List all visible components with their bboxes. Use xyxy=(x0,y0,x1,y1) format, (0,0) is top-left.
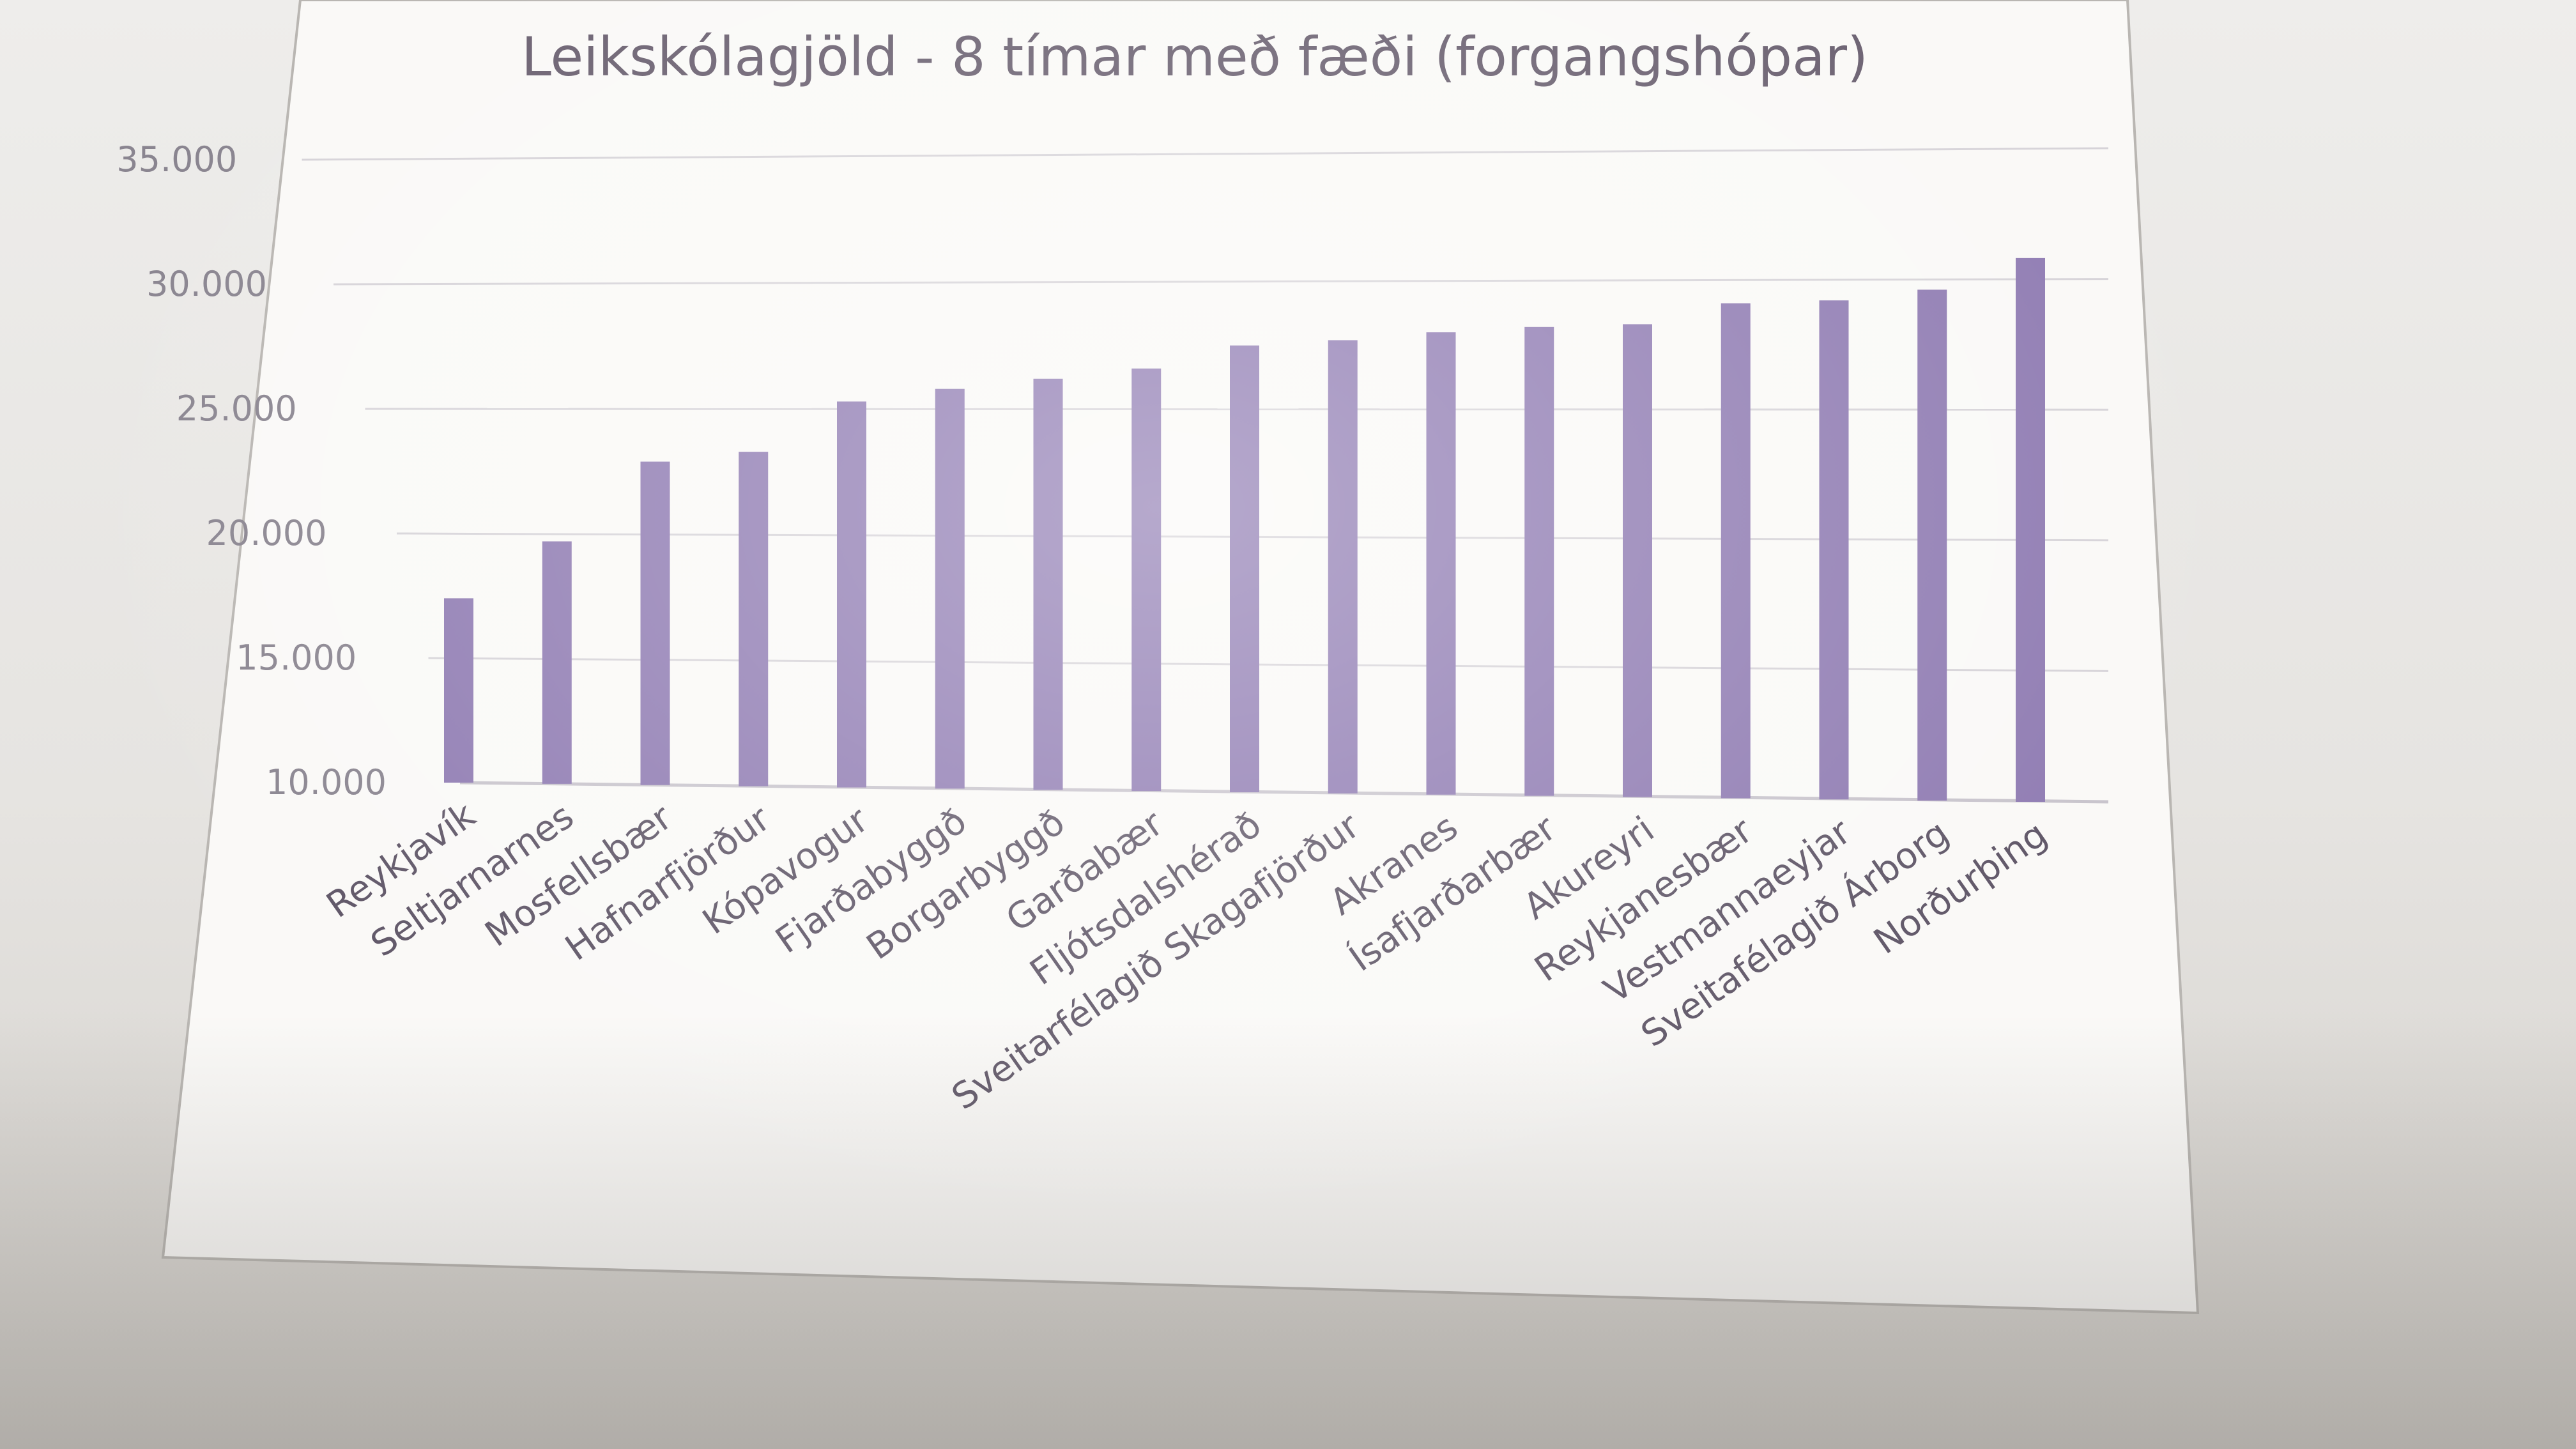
paper-sheet xyxy=(161,0,2200,1315)
bar xyxy=(1721,303,1751,799)
bar xyxy=(1033,378,1063,790)
chart-title: Leikskólagjöld - 8 tímar með fæði (forga… xyxy=(521,26,1868,88)
y-tick-label: 20.000 xyxy=(206,513,327,553)
gridline xyxy=(333,278,2109,286)
bar xyxy=(444,598,473,783)
y-tick-labels: 10.000 15.000 20.000 25.000 30.000 35.000 xyxy=(116,139,387,802)
bar xyxy=(1819,300,1849,800)
bar xyxy=(935,388,965,789)
bar xyxy=(542,541,572,784)
bar xyxy=(837,401,866,788)
y-tick-label: 35.000 xyxy=(116,139,237,180)
y-tick-label: 10.000 xyxy=(266,762,387,802)
bar xyxy=(2016,257,2045,802)
bar xyxy=(1623,324,1652,797)
y-tick-label: 15.000 xyxy=(236,638,356,678)
bar xyxy=(1328,340,1358,793)
bar xyxy=(1230,345,1259,792)
bar xyxy=(1524,326,1554,796)
bars xyxy=(444,257,2045,802)
y-tick-label: 25.000 xyxy=(176,388,297,429)
bar xyxy=(640,461,670,785)
bar xyxy=(739,452,769,786)
gridline xyxy=(302,147,2109,161)
y-tick-label: 30.000 xyxy=(146,264,267,304)
bar xyxy=(1426,332,1456,795)
bar xyxy=(1131,368,1162,792)
bar xyxy=(1917,289,1947,801)
